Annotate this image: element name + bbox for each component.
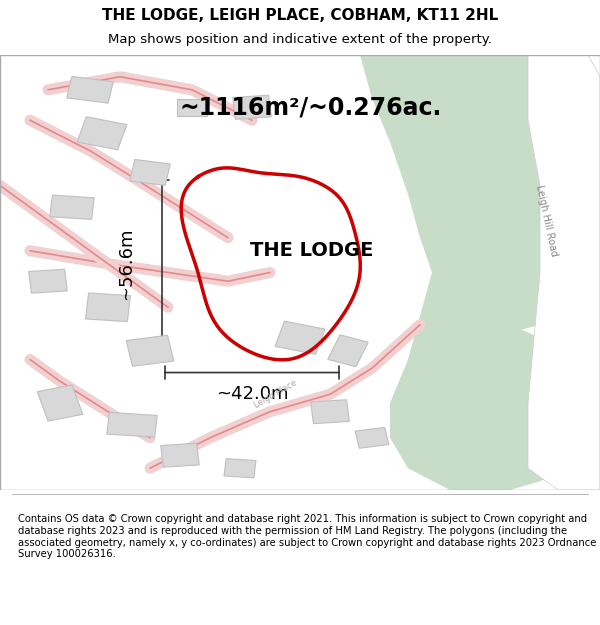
Bar: [275, 321, 325, 354]
Bar: [311, 400, 349, 424]
Bar: [126, 335, 174, 366]
Text: THE LODGE: THE LODGE: [250, 241, 374, 260]
Bar: [355, 428, 389, 448]
Bar: [328, 335, 368, 367]
Bar: [130, 159, 170, 186]
Text: ~56.6m: ~56.6m: [117, 228, 135, 300]
Polygon shape: [390, 272, 600, 490]
Bar: [107, 412, 157, 437]
Bar: [161, 443, 199, 467]
Polygon shape: [360, 55, 600, 338]
Bar: [37, 385, 83, 421]
Bar: [50, 195, 94, 219]
Bar: [67, 76, 113, 103]
Bar: [233, 95, 271, 119]
Text: Contains OS data © Crown copyright and database right 2021. This information is : Contains OS data © Crown copyright and d…: [18, 514, 596, 559]
Text: ~1116m²/~0.276ac.: ~1116m²/~0.276ac.: [180, 95, 442, 119]
Bar: [29, 269, 67, 293]
Bar: [224, 459, 256, 478]
Text: ~42.0m: ~42.0m: [216, 385, 288, 403]
Polygon shape: [528, 55, 600, 490]
Text: Map shows position and indicative extent of the property.: Map shows position and indicative extent…: [108, 33, 492, 46]
Bar: [86, 293, 130, 322]
Bar: [77, 117, 127, 150]
Text: Leigh Hill Road: Leigh Hill Road: [533, 184, 559, 257]
Text: Leigh Place: Leigh Place: [253, 378, 299, 410]
Text: THE LODGE, LEIGH PLACE, COBHAM, KT11 2HL: THE LODGE, LEIGH PLACE, COBHAM, KT11 2HL: [102, 8, 498, 23]
Bar: [177, 99, 207, 116]
